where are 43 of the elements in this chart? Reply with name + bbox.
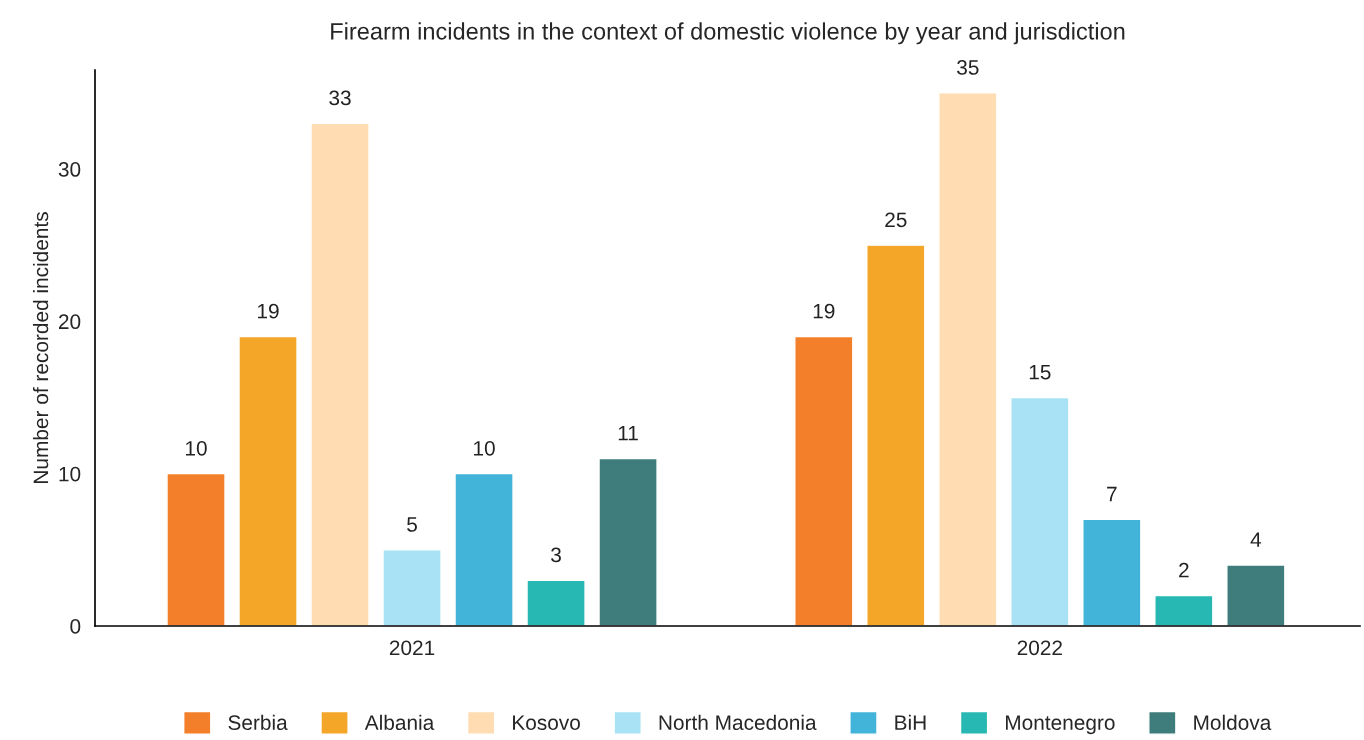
bar bbox=[794, 335, 854, 626]
y-axis-title: Number of recorded incidents bbox=[32, 212, 49, 483]
legend-label: North Macedonia bbox=[659, 714, 817, 731]
data-label: 15 bbox=[1029, 364, 1051, 380]
x-tick-label: 2022 bbox=[1017, 640, 1062, 656]
data-label: 19 bbox=[258, 303, 279, 319]
bar bbox=[310, 122, 370, 626]
chart-title: Firearm incidents in the context of domestic violence by year and jurisdiction bbox=[331, 22, 1125, 45]
data-label: 25 bbox=[885, 212, 907, 228]
bar bbox=[454, 472, 514, 626]
bar bbox=[382, 549, 442, 626]
bar bbox=[1154, 594, 1214, 626]
y-tick-label: 0 bbox=[70, 619, 81, 634]
bar bbox=[238, 335, 298, 626]
y-tick-label: 30 bbox=[58, 162, 81, 177]
legend-label: Kosovo bbox=[513, 715, 580, 731]
y-tick-label: 10 bbox=[59, 466, 81, 482]
data-label: 4 bbox=[1250, 532, 1262, 547]
bar bbox=[598, 457, 658, 626]
data-label: 7 bbox=[1107, 486, 1117, 502]
legend-label: BiH bbox=[895, 714, 926, 730]
data-label: 3 bbox=[551, 547, 561, 563]
data-label: 35 bbox=[957, 60, 979, 75]
bar bbox=[166, 472, 226, 626]
legend-label: Albania bbox=[364, 714, 435, 731]
data-label: 11 bbox=[618, 425, 638, 441]
legend-label: Serbia bbox=[228, 714, 288, 731]
y-tick-label: 20 bbox=[58, 314, 81, 330]
data-label: 10 bbox=[474, 440, 495, 456]
data-label: 19 bbox=[813, 303, 835, 319]
legend-label: Moldova bbox=[1194, 714, 1272, 731]
x-tick-label: 2021 bbox=[389, 640, 435, 656]
data-label: 10 bbox=[186, 440, 207, 456]
legend-label: Montenegro bbox=[1006, 715, 1115, 735]
bar bbox=[1010, 396, 1070, 626]
bar bbox=[526, 579, 586, 626]
data-label: 5 bbox=[407, 517, 417, 532]
bar bbox=[1226, 564, 1286, 626]
bar bbox=[1082, 518, 1142, 626]
bar bbox=[866, 244, 926, 626]
data-label: 33 bbox=[329, 90, 351, 106]
bar bbox=[938, 92, 998, 626]
data-label: 2 bbox=[1179, 562, 1189, 578]
